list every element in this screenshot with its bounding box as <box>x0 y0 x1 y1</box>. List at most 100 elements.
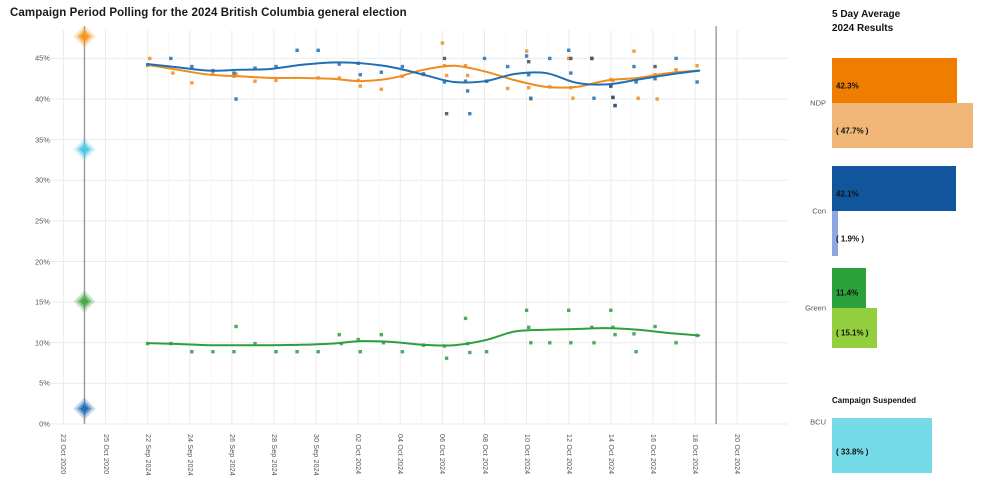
result-value: ( 33.8% ) <box>836 447 869 457</box>
poll-point <box>316 350 320 354</box>
poll-point <box>381 341 386 345</box>
poll-point <box>567 56 571 61</box>
poll-point <box>465 89 470 93</box>
trend-line-green <box>146 327 701 347</box>
poll-point <box>609 84 613 88</box>
y-axis-tick-label: 35% <box>34 135 50 145</box>
result-bar[interactable] <box>832 103 973 148</box>
diamond-icon <box>79 296 89 306</box>
poll-point <box>274 64 278 69</box>
result-category-label: Green <box>805 303 826 313</box>
x-axis-tick-label: 10 Oct 2024 <box>522 434 530 475</box>
x-axis-tick-label: 24 Sep 2024 <box>185 434 193 476</box>
poll-point <box>169 56 173 61</box>
poll-point <box>295 350 299 354</box>
x-axis-tick-label: 18 Oct 2024 <box>691 434 699 475</box>
poll-average-bar[interactable] <box>832 166 957 211</box>
result-bar[interactable] <box>832 211 838 256</box>
poll-point <box>463 316 468 321</box>
poll-point <box>379 332 384 337</box>
poll-point <box>440 41 445 45</box>
series-points-other <box>442 56 657 116</box>
poll-point <box>234 72 238 76</box>
x-axis-tick-label: 14 Oct 2024 <box>606 434 614 475</box>
poll-point <box>211 350 215 354</box>
poll-point <box>463 79 468 83</box>
x-axis-tick-label: 26 Sep 2024 <box>227 434 235 476</box>
result-category-label: Con <box>812 206 826 216</box>
poll-point <box>379 87 384 91</box>
result-marker-2020-ndp <box>73 25 96 48</box>
poll-point <box>358 84 362 88</box>
poll-point <box>527 59 531 64</box>
results-panel-title: 5 Day Average 2024 Results <box>832 8 900 35</box>
y-axis-tick-label: 5% <box>39 378 50 388</box>
series-points-green <box>145 308 699 360</box>
poll-point <box>653 77 657 81</box>
poll-point <box>465 73 470 78</box>
poll-point <box>234 97 238 101</box>
poll-point <box>234 324 238 329</box>
poll-point <box>609 308 613 312</box>
poll-point <box>274 350 278 354</box>
diamond-icon <box>79 31 89 41</box>
poll-point <box>444 73 449 78</box>
poll-point <box>592 96 596 100</box>
poll-average-bar[interactable] <box>832 268 866 308</box>
poll-point <box>527 325 531 330</box>
diamond-icon <box>79 404 89 414</box>
y-axis-tick-label: 25% <box>34 216 50 226</box>
poll-point <box>527 72 531 77</box>
poll-point <box>463 64 468 68</box>
poll-point <box>569 56 573 61</box>
poll-point <box>634 80 638 84</box>
y-axis-tick-label: 0% <box>39 419 50 429</box>
poll-point <box>468 111 472 116</box>
x-axis-tick-label: 22 Sep 2024 <box>143 434 151 476</box>
poll-point <box>444 356 449 360</box>
x-axis-tick-label: 16 Oct 2024 <box>648 434 656 475</box>
results-panel: 5 Day Average 2024 Results 42.3% ( 47.7% … <box>790 0 1000 500</box>
x-axis-tick-label: 12 Oct 2024 <box>564 434 572 475</box>
poll-point <box>674 341 678 345</box>
poll-point <box>611 95 615 100</box>
poll-point <box>674 56 678 61</box>
poll-point <box>442 56 447 61</box>
x-axis-tick-label: 20 Oct 2024 <box>733 434 741 475</box>
poll-point <box>400 350 405 354</box>
poll-point <box>529 96 533 100</box>
poll-point <box>567 48 571 53</box>
poll-point <box>632 332 636 336</box>
polling-line-chart <box>0 24 790 434</box>
result-marker-2020-bcu <box>73 138 96 161</box>
poll-point <box>524 308 529 312</box>
result-bar[interactable] <box>832 418 932 473</box>
campaign-suspended-note: Campaign Suspended <box>832 396 917 405</box>
x-axis-tick-label: 25 Oct 2020 <box>101 434 109 475</box>
poll-point <box>567 308 571 312</box>
page-title: Campaign Period Polling for the 2024 Bri… <box>10 7 407 19</box>
poll-point <box>505 64 510 69</box>
poll-point <box>529 341 533 345</box>
y-axis-tick-labels: 0% 5% 10% 15% 20% 25% 30% 35% 40% 45% <box>0 24 50 434</box>
poll-average-bar[interactable] <box>832 58 957 103</box>
trend-line-con <box>146 61 701 86</box>
poll-point <box>590 325 594 330</box>
result-marker-2020-green <box>73 290 96 313</box>
x-axis-tick-label: 08 Oct 2024 <box>480 434 488 475</box>
poll-point <box>337 332 341 337</box>
poll-point <box>358 72 362 77</box>
poll-point <box>613 103 617 108</box>
y-axis-tick-label: 40% <box>34 94 50 104</box>
y-axis-tick-label: 20% <box>34 257 50 267</box>
x-axis-tick-label: 28 Sep 2024 <box>269 434 277 476</box>
poll-point <box>316 48 320 53</box>
result-bar[interactable] <box>832 308 877 348</box>
poll-point <box>253 66 257 70</box>
poll-point <box>253 79 257 83</box>
y-axis-tick-label: 45% <box>34 53 50 63</box>
poll-point <box>356 337 360 342</box>
poll-point <box>400 64 405 69</box>
plot-canvas <box>49 25 788 425</box>
